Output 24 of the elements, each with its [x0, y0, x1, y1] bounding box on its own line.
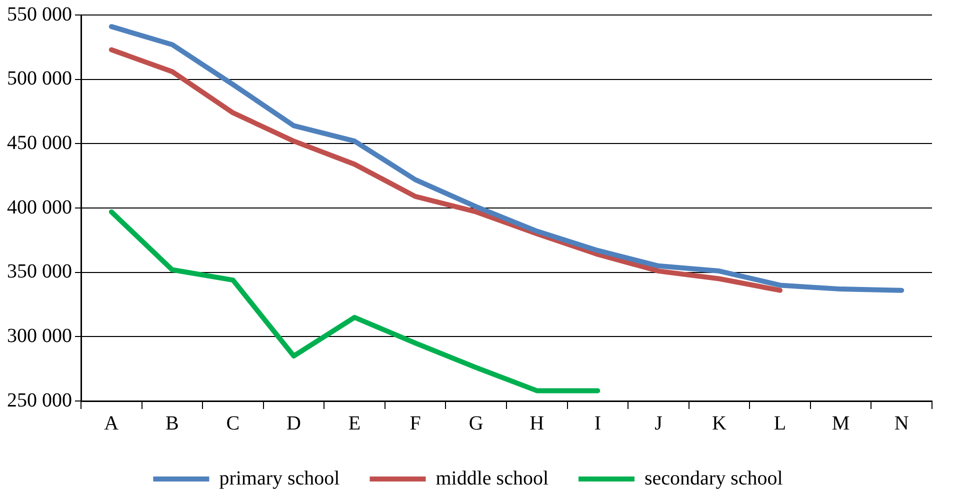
x-tick-label: K	[712, 412, 728, 434]
x-tick-label: G	[468, 412, 484, 434]
legend-label: middle school	[436, 467, 549, 490]
y-tick-label: 450 000	[7, 132, 72, 154]
x-tick-label: L	[774, 412, 786, 434]
x-tick-label: J	[654, 412, 663, 434]
x-tick-label: E	[348, 412, 361, 434]
y-tick-label: 300 000	[7, 324, 72, 347]
x-tick-label: D	[286, 412, 301, 434]
legend-label: primary school	[219, 467, 340, 490]
x-tick-label: N	[894, 412, 909, 434]
x-tick-label: B	[166, 412, 179, 434]
x-tick-label: H	[530, 412, 544, 434]
x-tick-label: I	[594, 412, 602, 434]
y-tick-label: 400 000	[7, 196, 72, 218]
x-tick-label: F	[410, 412, 421, 434]
legend-label: secondary school	[644, 467, 784, 490]
y-tick-label: 550 000	[7, 3, 72, 26]
y-tick-label: 350 000	[7, 260, 72, 283]
y-tick-label: 250 000	[7, 389, 72, 412]
x-tick-label: M	[832, 412, 850, 434]
y-tick-label: 500 000	[7, 68, 72, 90]
x-tick-label: C	[226, 412, 240, 434]
x-tick-label: A	[104, 412, 120, 434]
